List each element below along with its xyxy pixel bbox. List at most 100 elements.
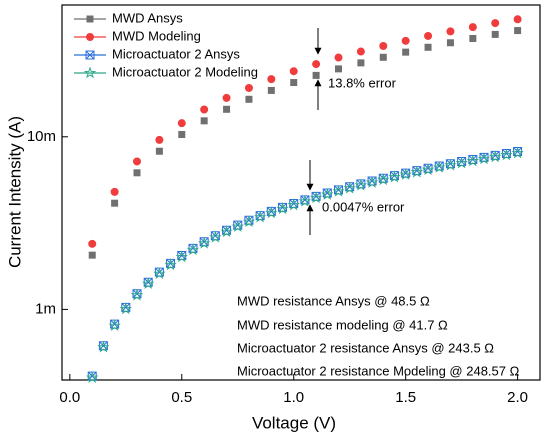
point bbox=[377, 173, 390, 186]
point bbox=[222, 93, 231, 102]
point bbox=[490, 150, 500, 160]
x-axis-label: Voltage (V) bbox=[252, 413, 336, 432]
point bbox=[367, 176, 377, 186]
point bbox=[312, 71, 320, 79]
point bbox=[287, 198, 300, 211]
point bbox=[121, 302, 131, 312]
series bbox=[88, 27, 522, 259]
point bbox=[154, 267, 164, 277]
point bbox=[356, 179, 366, 189]
point bbox=[130, 288, 144, 301]
point bbox=[389, 171, 399, 181]
legend-marker bbox=[83, 66, 97, 79]
legend-label: MWD Ansys bbox=[112, 10, 183, 25]
point bbox=[186, 243, 200, 256]
point bbox=[119, 302, 133, 315]
point bbox=[469, 34, 477, 42]
x-tick-label: 0.0 bbox=[59, 389, 80, 406]
point bbox=[177, 250, 187, 260]
point bbox=[164, 258, 177, 271]
point bbox=[245, 95, 253, 103]
annotation: 0.0047% error bbox=[322, 199, 405, 214]
point bbox=[455, 156, 468, 169]
point bbox=[513, 147, 523, 157]
point bbox=[424, 31, 433, 40]
point bbox=[433, 160, 446, 173]
point bbox=[155, 135, 164, 144]
annotation: Microactuator 2 resistance Modeling @ 24… bbox=[237, 363, 520, 378]
point bbox=[210, 231, 220, 241]
plot-frame bbox=[61, 4, 541, 381]
point bbox=[402, 48, 410, 56]
point bbox=[388, 170, 401, 183]
point bbox=[424, 43, 432, 51]
point bbox=[379, 41, 388, 50]
point bbox=[312, 60, 321, 69]
point bbox=[242, 215, 256, 228]
point bbox=[255, 211, 265, 221]
point bbox=[98, 341, 108, 351]
point bbox=[513, 15, 522, 24]
point bbox=[155, 147, 163, 155]
point bbox=[501, 148, 511, 158]
point bbox=[153, 267, 166, 280]
point bbox=[231, 220, 244, 232]
point bbox=[446, 27, 455, 36]
point bbox=[200, 105, 209, 114]
point bbox=[276, 202, 289, 215]
point bbox=[88, 251, 96, 259]
point bbox=[479, 152, 489, 162]
point bbox=[267, 75, 276, 84]
point bbox=[378, 173, 388, 183]
point bbox=[188, 243, 198, 253]
point bbox=[511, 146, 524, 159]
point bbox=[244, 215, 254, 225]
x-tick-label: 1.0 bbox=[283, 389, 304, 406]
point bbox=[514, 27, 522, 35]
point bbox=[175, 250, 188, 263]
point bbox=[489, 150, 502, 163]
point bbox=[87, 371, 97, 381]
series bbox=[87, 147, 523, 381]
point bbox=[457, 157, 467, 167]
point bbox=[220, 225, 233, 238]
y-tick-label: 10m bbox=[27, 128, 56, 145]
point bbox=[133, 169, 141, 177]
point bbox=[141, 277, 155, 290]
point bbox=[335, 65, 343, 73]
point bbox=[401, 168, 411, 178]
point bbox=[446, 39, 454, 47]
x-tick-label: 1.5 bbox=[395, 389, 416, 406]
point bbox=[477, 152, 491, 165]
point bbox=[244, 83, 253, 92]
point bbox=[401, 36, 410, 45]
point bbox=[97, 340, 110, 353]
point bbox=[345, 182, 355, 192]
point bbox=[266, 206, 276, 216]
point bbox=[354, 178, 368, 191]
point bbox=[132, 289, 142, 299]
point bbox=[445, 159, 455, 169]
x-tick-label: 0.5 bbox=[171, 389, 192, 406]
point bbox=[365, 176, 379, 188]
point bbox=[178, 130, 186, 138]
point bbox=[86, 371, 99, 383]
point bbox=[357, 59, 365, 67]
point bbox=[177, 119, 186, 128]
annotation: Microactuator 2 resistance Ansys @ 243.5… bbox=[237, 340, 494, 355]
point bbox=[200, 117, 208, 125]
point bbox=[423, 163, 433, 173]
point bbox=[334, 53, 343, 62]
point bbox=[468, 23, 477, 32]
legend-marker bbox=[85, 50, 95, 60]
point bbox=[110, 319, 120, 329]
point bbox=[253, 210, 267, 223]
legend-marker bbox=[86, 33, 94, 41]
point bbox=[321, 188, 334, 200]
point bbox=[223, 105, 231, 113]
point bbox=[434, 161, 444, 171]
point bbox=[298, 194, 312, 207]
x-tick-label: 2.0 bbox=[507, 389, 528, 406]
y-tick-label: 1m bbox=[35, 300, 56, 317]
